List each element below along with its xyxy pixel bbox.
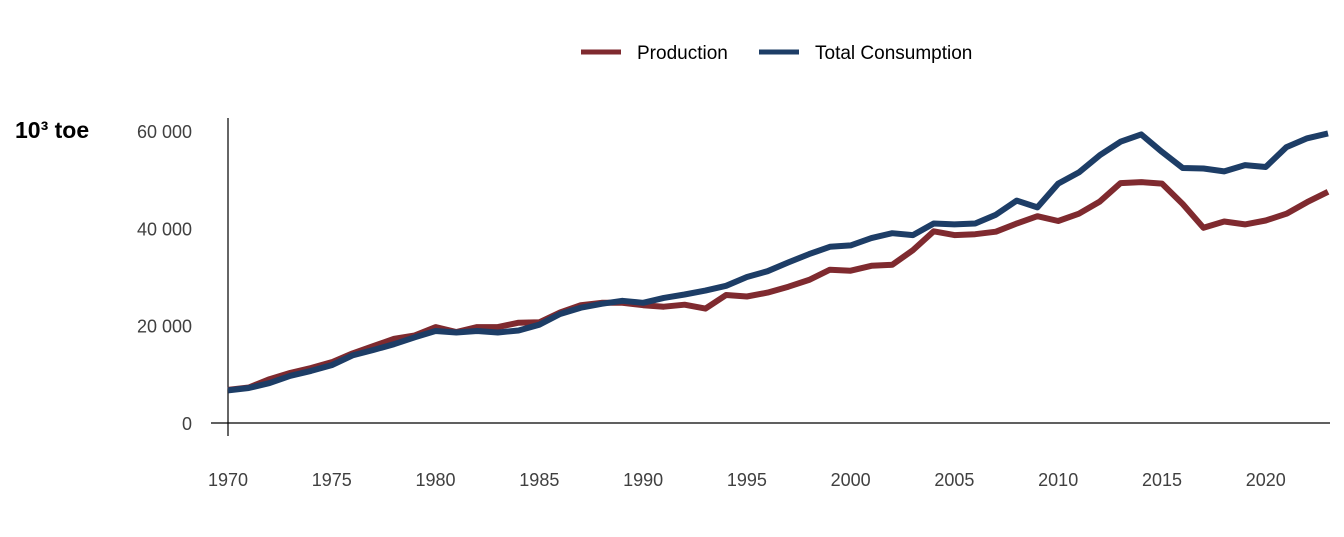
series-line-production	[227, 179, 1330, 393]
y-tick-label: 20 000	[137, 317, 192, 337]
y-tick-labels: 0 20 000 40 000 60 000	[137, 122, 192, 434]
x-tick-label: 2005	[934, 470, 974, 490]
x-tick-label: 1980	[416, 470, 456, 490]
y-tick-label: 40 000	[137, 219, 192, 239]
series-lines	[227, 130, 1330, 394]
x-tick-label: 2020	[1246, 470, 1286, 490]
legend: Production Total Consumption	[581, 43, 972, 64]
y-axis-unit-label: 10³ toe	[15, 117, 89, 143]
x-tick-label: 1975	[312, 470, 352, 490]
x-tick-labels: 1970 1975 1980 1985 1990 1995 2000 2005 2010 2015…	[208, 470, 1286, 490]
x-tick-label: 1995	[727, 470, 767, 490]
x-tick-label: 1970	[208, 470, 248, 490]
x-tick-label: 1985	[519, 470, 559, 490]
y-tick-label: 60 000	[137, 122, 192, 142]
x-tick-label: 1990	[623, 470, 663, 490]
legend-label-production: Production	[637, 43, 728, 64]
y-tick-label: 0	[182, 414, 192, 434]
x-tick-label: 2010	[1038, 470, 1078, 490]
legend-label-total-consumption: Total Consumption	[815, 43, 972, 64]
series-line-total-consumption	[227, 130, 1329, 394]
x-tick-label: 2000	[831, 470, 871, 490]
x-tick-label: 2015	[1142, 470, 1182, 490]
